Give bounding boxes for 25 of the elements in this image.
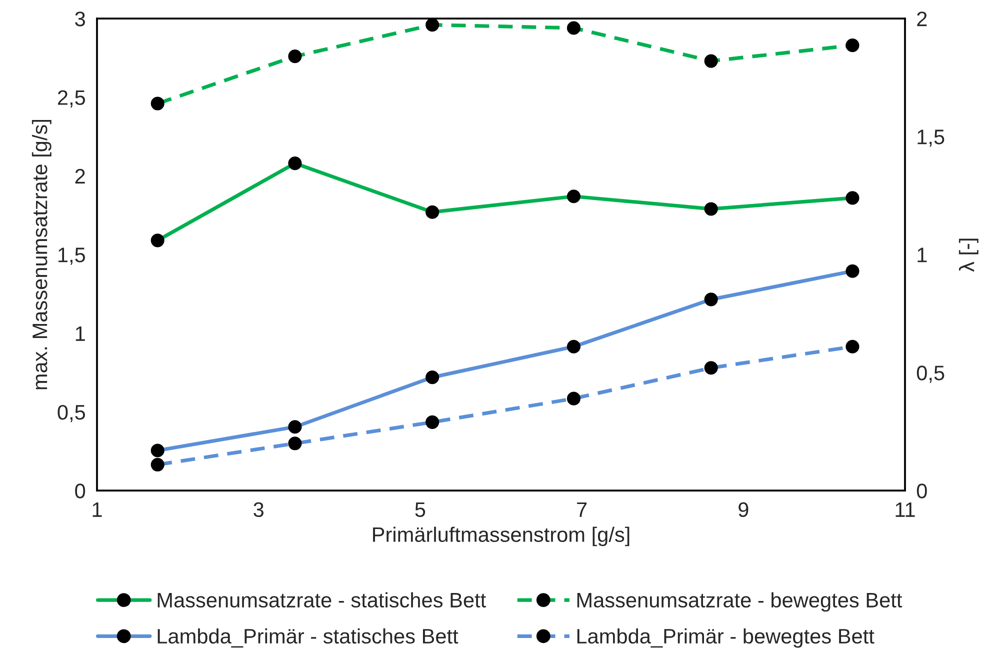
y2-tick-label: 2 <box>917 12 927 26</box>
x-tick-label: 1 <box>92 502 102 517</box>
y-tick-label: 1,5 <box>58 248 86 265</box>
y-tick-label: 2,5 <box>58 90 86 108</box>
legend-label: Massenumsatzrate - statisches Bett <box>158 592 486 608</box>
y-tick-label: 1 <box>76 326 85 341</box>
y-tick-label: 0,5 <box>58 404 86 422</box>
y2-tick-label: 1 <box>918 248 927 262</box>
x-tick-label: 3 <box>254 502 264 518</box>
legend-label: Lambda_Primär - bewegtes Bett <box>577 628 874 648</box>
y-tick-label: 0 <box>75 484 86 498</box>
y-tick-label: 2 <box>75 168 85 184</box>
y2-tick-label: 1,5 <box>918 130 944 147</box>
legend-label: Lambda_Primär - statisches Bett <box>158 628 458 648</box>
legend-label: Massenumsatzrate - bewegtes Bett <box>577 592 902 612</box>
x-axis-title: Primärluftmassenstrom [g/s] <box>373 526 630 546</box>
x-tick-label: 11 <box>896 502 915 517</box>
y-tick-label: 3 <box>75 12 85 26</box>
x-tick-label: 9 <box>738 502 748 518</box>
x-tick-label: 7 <box>577 502 587 517</box>
y2-tick-label: 0 <box>916 484 927 498</box>
y2-tick-label: 0,5 <box>916 366 944 383</box>
y2-axis-title: λ [-] <box>958 238 978 272</box>
x-tick-label: 5 <box>415 502 426 518</box>
y-axis-title: max. Massenumsatzrate [g/s] <box>32 120 52 390</box>
